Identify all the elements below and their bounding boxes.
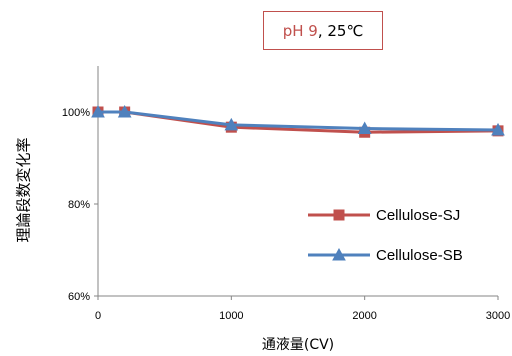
condition-temp: , 25℃ bbox=[317, 21, 364, 40]
legend: Cellulose-SJ Cellulose-SB bbox=[308, 207, 463, 264]
legend-label: Cellulose-SB bbox=[376, 247, 463, 264]
triangle-marker bbox=[91, 104, 105, 118]
axes: 60% 80% 100% 0 1000 2000 3000 bbox=[62, 66, 510, 322]
condition-box: pH 9, 25℃ bbox=[263, 11, 383, 50]
triangle-marker bbox=[224, 117, 239, 131]
x-tick-label: 1000 bbox=[219, 310, 243, 322]
legend-item: Cellulose-SJ bbox=[308, 207, 460, 224]
y-tick-label: 80% bbox=[68, 199, 90, 211]
condition-ph: pH 9 bbox=[282, 21, 318, 40]
y-tick-label: 100% bbox=[62, 107, 90, 119]
x-tick-label: 2000 bbox=[352, 310, 376, 322]
legend-label: Cellulose-SJ bbox=[376, 207, 460, 224]
x-tick-label: 0 bbox=[95, 310, 101, 322]
x-axis-label: 通液量(CV) bbox=[261, 337, 335, 353]
legend-item: Cellulose-SB bbox=[308, 247, 463, 264]
square-marker bbox=[333, 209, 345, 221]
triangle-marker bbox=[357, 121, 372, 135]
series-layer bbox=[91, 104, 505, 138]
series-cellulose-sb bbox=[91, 104, 505, 136]
x-tick-label: 3000 bbox=[486, 310, 510, 322]
triangle-marker bbox=[491, 122, 505, 136]
triangle-marker bbox=[332, 247, 346, 261]
y-tick-label: 60% bbox=[68, 291, 90, 303]
y-axis-label: 理論段数変化率 bbox=[14, 137, 33, 243]
series-line bbox=[98, 110, 499, 132]
series-cellulose-sj bbox=[92, 106, 504, 138]
triangle-marker bbox=[117, 104, 132, 118]
